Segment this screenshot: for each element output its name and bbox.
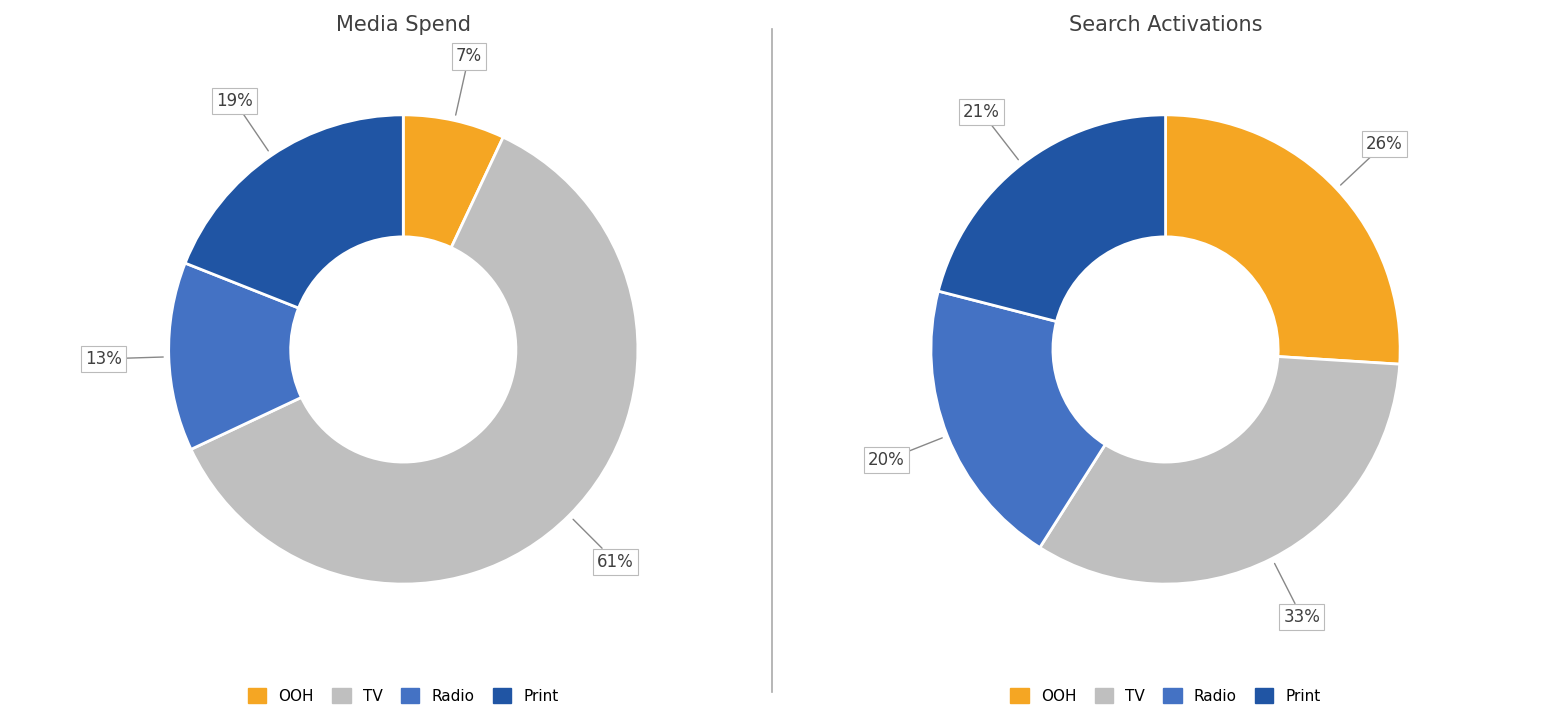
Wedge shape <box>1039 357 1400 584</box>
Text: 20%: 20% <box>868 438 942 469</box>
Text: 19%: 19% <box>216 92 269 151</box>
Wedge shape <box>939 115 1166 322</box>
Text: 7%: 7% <box>455 48 482 115</box>
Wedge shape <box>403 115 503 247</box>
Wedge shape <box>168 263 301 449</box>
Text: 13%: 13% <box>85 350 164 368</box>
Title: Search Activations: Search Activations <box>1068 15 1263 35</box>
Text: 26%: 26% <box>1340 135 1403 185</box>
Wedge shape <box>1166 115 1400 364</box>
Legend: OOH, TV, Radio, Print: OOH, TV, Radio, Print <box>1002 680 1328 712</box>
Wedge shape <box>185 115 403 308</box>
Title: Media Spend: Media Spend <box>335 15 471 35</box>
Text: 61%: 61% <box>573 519 635 571</box>
Text: 21%: 21% <box>963 103 1019 159</box>
Legend: OOH, TV, Radio, Print: OOH, TV, Radio, Print <box>241 680 567 712</box>
Wedge shape <box>931 291 1106 547</box>
Wedge shape <box>191 137 638 584</box>
Text: 33%: 33% <box>1275 563 1320 626</box>
